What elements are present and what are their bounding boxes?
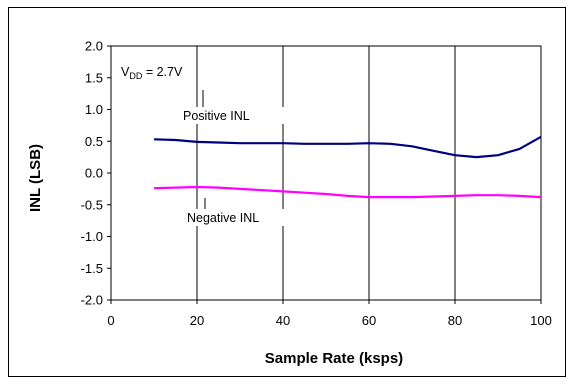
grid <box>196 46 456 300</box>
x-tick-label: 80 <box>448 313 462 328</box>
y-tick-label: 1.5 <box>85 70 103 85</box>
plot-area <box>110 45 542 301</box>
series-labels: Positive INL Negative INL <box>180 90 291 226</box>
series-label: Negative INL <box>187 211 259 225</box>
series-label: Positive INL <box>183 109 250 123</box>
label-background <box>180 107 286 124</box>
y-tick-label: -2.0 <box>81 293 103 308</box>
x-tick-label: 60 <box>362 313 376 328</box>
x-tick-label: 20 <box>190 313 204 328</box>
y-tick-label: -0.5 <box>81 197 103 212</box>
chart-svg: 2.0 1.5 1.0 0.5 0.0 -0.5 -1.0 -1.5 -2.0 0 20 40 60 8… <box>27 39 552 368</box>
y-tick-label: 0.0 <box>85 166 103 181</box>
x-tick-label: 0 <box>107 313 114 328</box>
y-tick-label: 1.0 <box>85 102 103 117</box>
chart-frame: 2.0 1.5 1.0 0.5 0.0 -0.5 -1.0 -1.5 -2.0 0 20 40 60 8… <box>8 7 566 377</box>
y-axis-title: INL (LSB) <box>27 144 44 212</box>
x-tick-label: 100 <box>530 313 552 328</box>
series-group <box>153 135 542 199</box>
x-tick-label: 40 <box>276 313 290 328</box>
y-tick-label: -1.0 <box>81 229 103 244</box>
x-tick-labels: 0 20 40 60 80 100 <box>107 300 552 328</box>
x-axis-title: Sample Rate (ksps) <box>265 350 403 367</box>
y-tick-label: 0.5 <box>85 134 103 149</box>
series-line <box>153 135 542 159</box>
label-background <box>184 209 291 226</box>
vdd-annotation: VDD = 2.7V <box>121 65 183 81</box>
y-tick-labels: 2.0 1.5 1.0 0.5 0.0 -0.5 -1.0 -1.5 -2.0 <box>81 39 111 308</box>
series-line <box>153 185 542 199</box>
y-tick-label: 2.0 <box>85 39 103 54</box>
y-tick-label: -1.5 <box>81 261 103 276</box>
